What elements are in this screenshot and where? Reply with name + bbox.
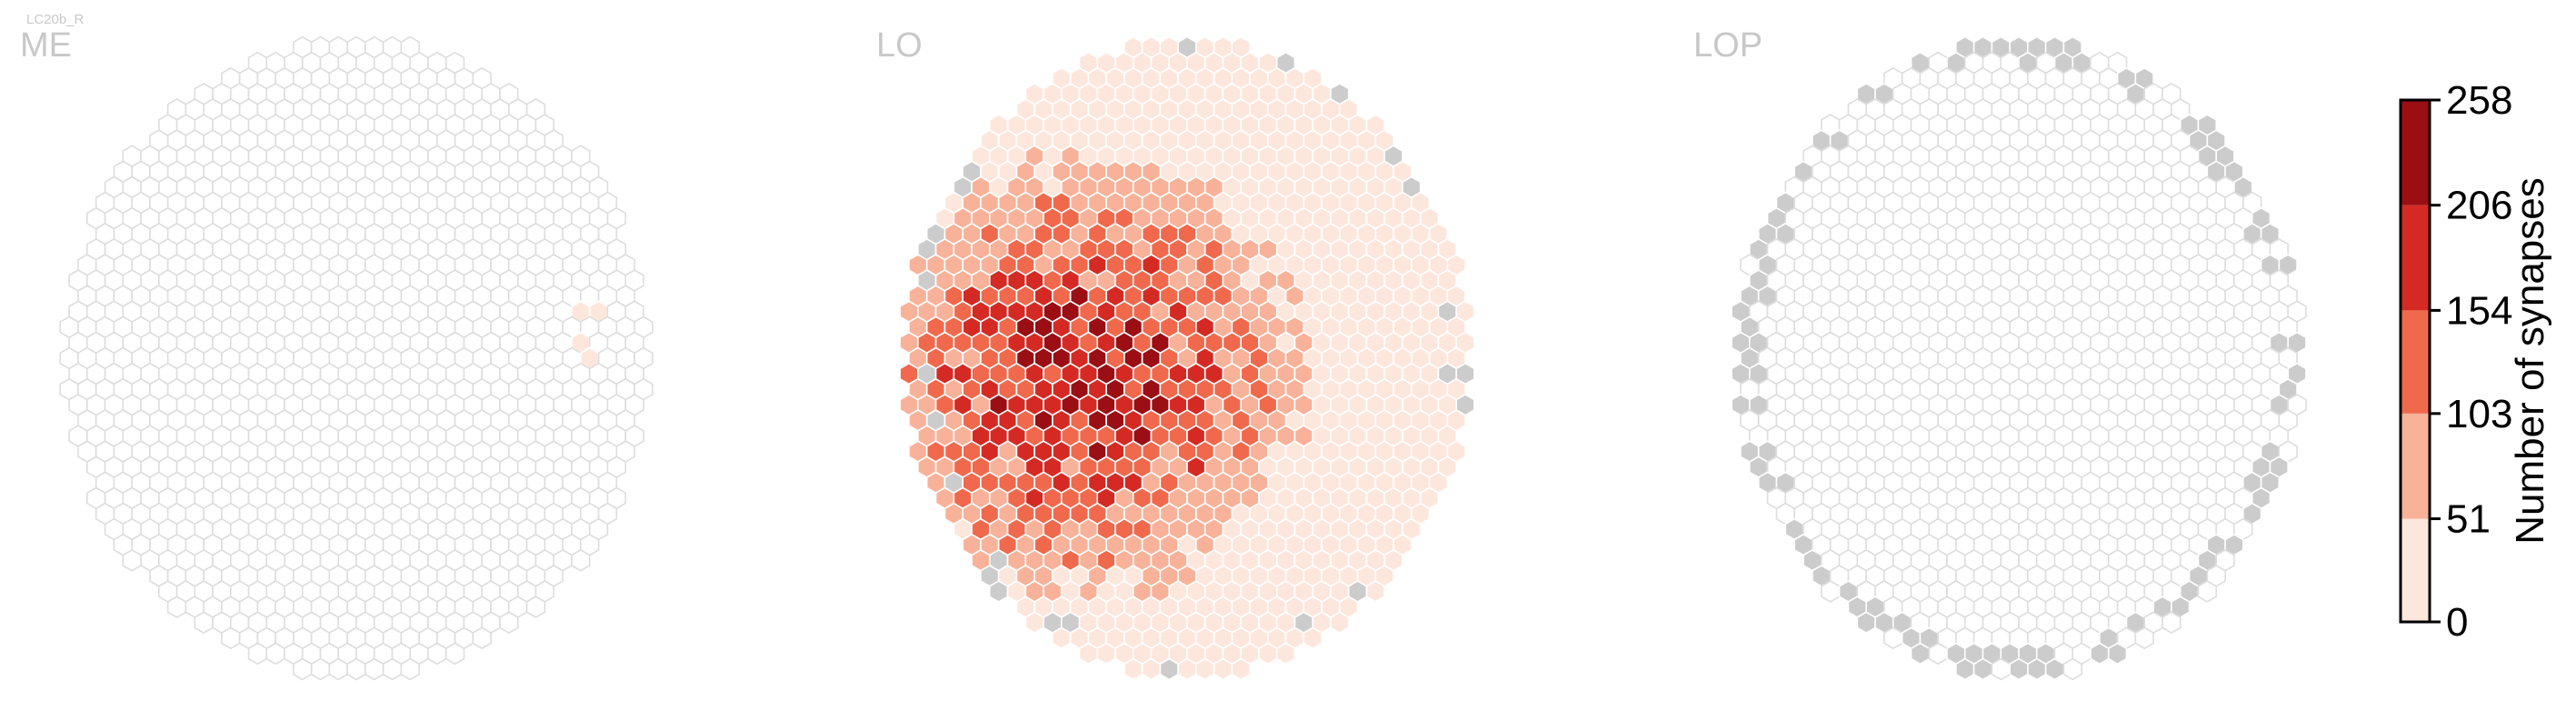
hex-cell-lo <box>1213 657 1233 681</box>
figure-label: LC20b_R <box>26 12 85 27</box>
hex-cell-lop <box>1910 642 1931 666</box>
colorbar-ticks: 258 206 154 103 51 0 <box>2430 78 2512 645</box>
hex-cell-lop <box>1928 642 1948 666</box>
hex-cell-me <box>525 596 546 618</box>
hex-cell-me <box>194 611 214 635</box>
colorbar-tick-label: 258 <box>2446 78 2512 123</box>
panel-lop: LOP <box>1693 26 2307 681</box>
hex-cell-me <box>310 657 331 681</box>
hex-cell-me <box>427 642 447 666</box>
hex-cell-lop <box>1972 657 1993 681</box>
colorbar: 258 206 154 103 51 0 Number of synapses <box>2399 78 2552 645</box>
hex-cell-me <box>122 548 142 572</box>
hex-cell-me <box>571 548 591 572</box>
hex-cell-lop <box>1821 580 1841 603</box>
hex-cell-lop <box>2090 642 2110 666</box>
hex-cell-lo <box>1078 642 1099 666</box>
hex-cell-lop <box>2062 657 2082 681</box>
panel-title-lop: LOP <box>1693 26 1762 65</box>
hex-cell-lop <box>2044 657 2065 681</box>
panel-title-me: ME <box>20 26 72 65</box>
hex-cell-me <box>472 626 492 650</box>
hex-cell-lo <box>1195 657 1215 681</box>
hex-cell-lop <box>2134 626 2154 650</box>
hex-cell-me <box>265 642 285 666</box>
hex-cell-lop <box>2027 657 2047 681</box>
colorbar-tick-label: 103 <box>2446 392 2512 436</box>
hex-grid-lo <box>899 35 1475 681</box>
hex-grid-lop <box>1731 35 2307 681</box>
colorbar-bin <box>2401 413 2430 519</box>
hex-cell-lop <box>1856 611 1876 635</box>
colorbar-tick-label: 51 <box>2446 497 2491 542</box>
hex-cell-lop <box>2197 580 2217 603</box>
hex-cell-me <box>364 657 384 681</box>
colorbar-bin <box>2401 100 2430 205</box>
hex-cell-lo <box>1123 657 1143 681</box>
colorbar-label: Number of synapses <box>2508 177 2552 545</box>
hex-cell-me <box>444 642 465 666</box>
hex-cell-lo <box>1159 657 1179 681</box>
hex-cell-me <box>247 642 268 666</box>
hex-cell-lop <box>1883 626 1903 650</box>
colorbar-tick-label: 154 <box>2446 288 2512 333</box>
colorbar-tick-label: 206 <box>2446 184 2512 228</box>
hex-cell-me <box>293 657 313 681</box>
hex-cell-lo <box>1258 642 1278 666</box>
hex-cell-lo <box>1096 642 1116 666</box>
hex-cell-lop <box>2009 657 2029 681</box>
hex-cell-lo <box>1365 580 1385 603</box>
colorbar-tick-label: 0 <box>2446 600 2468 645</box>
hex-cell-lo <box>1177 657 1197 681</box>
hex-cell-me <box>166 596 187 618</box>
colorbar-frame <box>2399 98 2431 624</box>
hex-cell-me <box>346 657 366 681</box>
panel-lo: LO <box>876 26 1475 681</box>
hex-cell-lo <box>1052 626 1072 650</box>
hex-cell-lop <box>1991 657 2011 681</box>
hex-grid-me <box>59 35 654 681</box>
panel-title-lo: LO <box>876 26 923 65</box>
colorbar-bin <box>2401 310 2430 414</box>
hex-cell-lo <box>1141 657 1162 681</box>
colorbar-bin <box>2401 518 2430 622</box>
hex-cell-me <box>400 657 420 681</box>
hex-cell-lo <box>1024 611 1044 635</box>
hex-cell-lop <box>1955 657 1975 681</box>
hex-cell-lo <box>1275 642 1296 666</box>
hex-cell-me <box>382 657 403 681</box>
hex-cell-me <box>328 657 348 681</box>
hex-cell-lop <box>2162 611 2182 635</box>
hex-cell-me <box>499 611 519 635</box>
hex-cell-lop <box>2107 642 2128 666</box>
hex-cell-me <box>221 626 241 650</box>
panel-me: ME <box>20 26 654 681</box>
colorbar-bins <box>2401 100 2430 622</box>
hex-cell-lo <box>1303 626 1323 650</box>
hex-cell-lo <box>989 580 1009 603</box>
hex-cell-lo <box>1330 611 1350 635</box>
colorbar-bin <box>2401 205 2430 311</box>
hex-cell-lo <box>1231 657 1251 681</box>
